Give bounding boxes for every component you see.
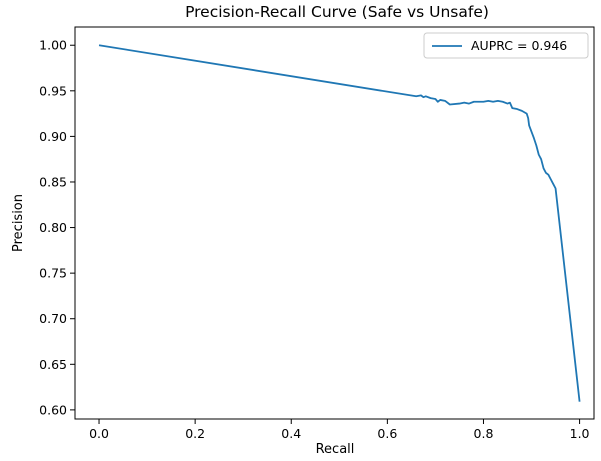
legend-label: AUPRC = 0.946 — [471, 38, 567, 53]
x-tick-label: 0.2 — [185, 426, 205, 441]
y-tick-label: 0.80 — [39, 220, 67, 235]
x-tick-label: 1.0 — [570, 426, 590, 441]
y-tick-label: 0.95 — [39, 83, 67, 98]
y-tick-label: 0.70 — [39, 311, 67, 326]
y-tick-label: 1.00 — [39, 38, 67, 53]
y-tick-label: 0.85 — [39, 174, 67, 189]
x-tick-label: 0.4 — [281, 426, 301, 441]
y-axis-ticks: 0.60 0.65 0.70 0.75 0.80 0.85 0.90 0.95 1.00 — [39, 38, 75, 417]
y-tick-label: 0.90 — [39, 129, 67, 144]
pr-curve-line — [98, 44, 581, 402]
y-tick-label: 0.60 — [39, 402, 67, 417]
x-axis-ticks: 0.0 0.2 0.4 0.6 0.8 1.0 — [89, 419, 590, 441]
y-tick-label: 0.75 — [39, 266, 67, 281]
plot-area-frame — [74, 26, 595, 420]
x-axis-label: Recall — [316, 442, 355, 457]
y-axis-label: Precision — [11, 194, 26, 252]
series-layer — [98, 44, 581, 402]
chart-title: Precision-Recall Curve (Safe vs Unsafe) — [185, 3, 489, 21]
x-tick-label: 0.0 — [89, 426, 109, 441]
x-tick-label: 0.6 — [377, 426, 397, 441]
legend-box — [423, 32, 589, 59]
legend: AUPRC = 0.946 — [423, 32, 589, 59]
x-tick-label: 0.8 — [474, 426, 494, 441]
y-tick-label: 0.65 — [39, 357, 67, 372]
